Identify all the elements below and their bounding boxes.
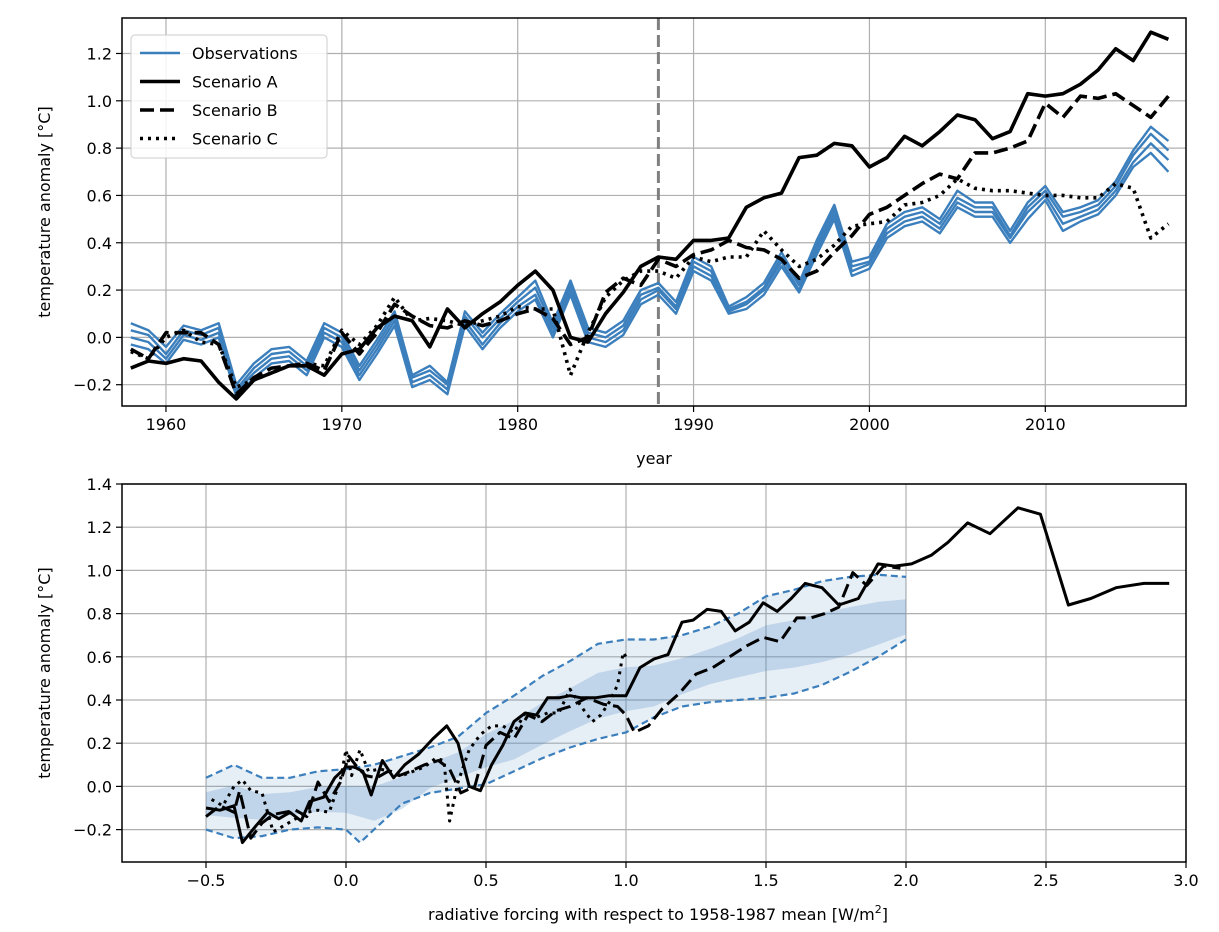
y-axis-label: temperature anomaly [°C] — [35, 106, 54, 317]
y-tick-label: 0.6 — [87, 186, 112, 205]
axes-frame — [121, 483, 1187, 863]
x-tick-label: −0.5 — [187, 871, 226, 890]
y-tick-label: 0.4 — [87, 691, 112, 710]
x-tick-label: 1980 — [497, 415, 538, 434]
y-tick-label: 0.8 — [87, 139, 112, 158]
y-tick-label: 1.0 — [87, 561, 112, 580]
x-tick-label: 1.5 — [753, 871, 778, 890]
observations-line — [130, 151, 1170, 398]
scenario-line — [205, 506, 1170, 845]
legend-label: Scenario B — [192, 101, 278, 120]
y-tick-label: 1.2 — [87, 44, 112, 63]
x-tick-label: 1960 — [146, 415, 187, 434]
band-upper-line — [205, 573, 907, 779]
legend-label: Scenario C — [192, 130, 278, 149]
x-axis-label-superscript: 2 — [875, 903, 882, 916]
y-tick-label: 1.0 — [87, 92, 112, 111]
y-tick-label: 0.0 — [87, 777, 112, 796]
x-tick-label: 2010 — [1025, 415, 1066, 434]
y-tick-label: 0.2 — [87, 734, 112, 753]
scenario-line — [130, 177, 1170, 389]
legend-label: Observations — [192, 44, 298, 63]
y-tick-label: 1.4 — [87, 475, 112, 494]
y-tick-label: 1.2 — [87, 518, 112, 537]
x-axis-label: radiative forcing with respect to 1958-1… — [428, 903, 888, 924]
observations-line — [130, 142, 1170, 393]
y-tick-label: 0.0 — [87, 328, 112, 347]
x-tick-label: 2000 — [849, 415, 890, 434]
y-tick-label: −0.2 — [73, 821, 112, 840]
x-tick-label: 0.5 — [473, 871, 498, 890]
x-tick-label: 1.0 — [613, 871, 638, 890]
x-tick-label: 1990 — [673, 415, 714, 434]
x-tick-label: 2.5 — [1033, 871, 1058, 890]
x-tick-label: 0.0 — [333, 871, 358, 890]
y-tick-label: 0.6 — [87, 648, 112, 667]
top-chart-panel: 1960 1970 1980 1990 2000 2010 −0.2 0.0 0.2 0.4 0.6… — [35, 17, 1187, 468]
observations-line — [130, 125, 1170, 386]
scenario-line — [210, 651, 628, 834]
x-axis-label-suffix: ] — [882, 905, 888, 924]
x-tick-label: 3.0 — [1173, 871, 1198, 890]
bottom-chart-panel: −0.5 0.0 0.5 1.0 1.5 2.0 2.5 3.0 −0.2 0.0 0.2 0.4 0.… — [35, 475, 1199, 924]
scenario-line — [129, 91, 1170, 396]
legend-box — [130, 34, 328, 159]
legend-label: Scenario A — [192, 73, 278, 92]
band-lower-line — [205, 638, 907, 845]
y-tick-label: −0.2 — [73, 376, 112, 395]
y-tick-label: 0.2 — [87, 281, 112, 300]
observations-line — [130, 132, 1170, 391]
scenario-line — [205, 564, 901, 840]
x-tick-label: 2.0 — [893, 871, 918, 890]
y-tick-label: 0.8 — [87, 605, 112, 624]
legend: Observations Scenario A Scenario B Scenario… — [130, 34, 328, 159]
x-axis-label: year — [636, 449, 672, 468]
x-axis-label-text: radiative forcing with respect to 1958-1… — [428, 905, 875, 924]
y-axis-label: temperature anomaly [°C] — [35, 567, 54, 778]
axes-frame — [121, 17, 1187, 407]
x-tick-label: 1970 — [321, 415, 362, 434]
scenario-line — [130, 30, 1170, 401]
y-tick-label: 0.4 — [87, 234, 112, 253]
